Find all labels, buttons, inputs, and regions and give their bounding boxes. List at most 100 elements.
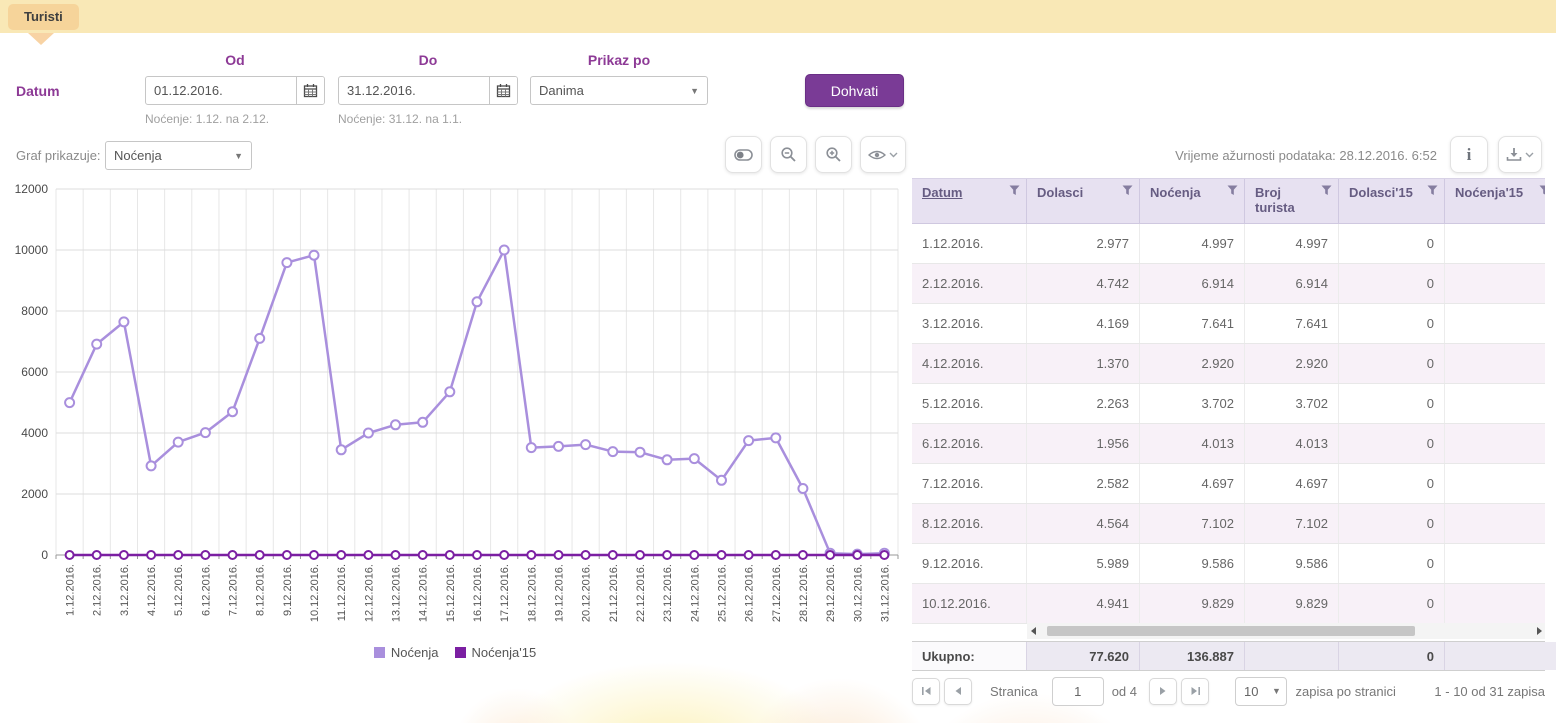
svg-text:7.12.2016.: 7.12.2016. bbox=[228, 564, 240, 616]
chevron-down-icon: ▼ bbox=[1272, 686, 1281, 696]
cell-value: 4.697 bbox=[1140, 464, 1245, 503]
svg-text:14.12.2016.: 14.12.2016. bbox=[418, 564, 430, 622]
page-title: Turisti bbox=[24, 9, 63, 24]
column-header-dolasci-15[interactable]: Dolasci'15 bbox=[1339, 179, 1445, 223]
column-header-datum[interactable]: Datum bbox=[912, 179, 1027, 223]
filter-icon[interactable] bbox=[1227, 185, 1238, 196]
scroll-left-arrow[interactable] bbox=[1027, 623, 1039, 639]
do-date-input[interactable] bbox=[339, 77, 489, 104]
legend-item[interactable]: Noćenja bbox=[373, 645, 439, 660]
graf-prikazuje-select[interactable]: Noćenja ▼ bbox=[105, 141, 252, 170]
cell-value bbox=[1445, 504, 1545, 543]
table-row: 1.12.2016. 2.977 4.997 4.997 0 bbox=[912, 224, 1545, 264]
info-button[interactable]: i bbox=[1450, 136, 1488, 173]
do-date-field bbox=[338, 76, 518, 105]
svg-text:31.12.2016.: 31.12.2016. bbox=[879, 564, 891, 622]
visibility-menu-button[interactable] bbox=[860, 136, 906, 173]
next-page-button[interactable] bbox=[1149, 677, 1178, 705]
table-row: 4.12.2016. 1.370 2.920 2.920 0 bbox=[912, 344, 1545, 384]
previous-page-button[interactable] bbox=[944, 677, 972, 705]
cell-value: 3.702 bbox=[1140, 384, 1245, 423]
zoom-in-button[interactable] bbox=[815, 136, 852, 173]
totals-value: 0 bbox=[1339, 642, 1445, 670]
svg-text:22.12.2016.: 22.12.2016. bbox=[635, 564, 647, 622]
cell-value bbox=[1445, 344, 1545, 383]
filter-icon[interactable] bbox=[1122, 185, 1133, 196]
dohvati-button[interactable]: Dohvati bbox=[805, 74, 904, 107]
cell-date: 7.12.2016. bbox=[912, 464, 1027, 503]
grid-body: 1.12.2016. 2.977 4.997 4.997 0 2.12.2016. 4.74… bbox=[912, 224, 1545, 624]
table-row: 2.12.2016. 4.742 6.914 6.914 0 bbox=[912, 264, 1545, 304]
cell-value: 0 bbox=[1339, 544, 1445, 583]
svg-text:28.12.2016.: 28.12.2016. bbox=[798, 564, 810, 622]
column-header-broj-turista[interactable]: Broj turista bbox=[1245, 179, 1339, 223]
cell-value: 4.169 bbox=[1027, 304, 1140, 343]
first-page-icon bbox=[921, 687, 930, 695]
graf-prikazuje-value: Noćenja bbox=[114, 148, 162, 163]
datum-label: Datum bbox=[16, 83, 60, 99]
line-chart[interactable]: 0 2000 4000 6000 8000 10000 12000 1.12.2016. 2.1… bbox=[10, 183, 905, 643]
svg-text:6000: 6000 bbox=[21, 365, 48, 379]
prikaz-po-select[interactable]: Danima ▼ bbox=[530, 76, 708, 105]
last-page-button[interactable] bbox=[1181, 677, 1210, 705]
cell-value: 4.013 bbox=[1140, 424, 1245, 463]
svg-text:1.12.2016.: 1.12.2016. bbox=[65, 564, 77, 616]
cell-value: 7.102 bbox=[1140, 504, 1245, 543]
cell-value: 6.914 bbox=[1140, 264, 1245, 303]
cell-date: 4.12.2016. bbox=[912, 344, 1027, 383]
info-icon: i bbox=[1466, 144, 1472, 164]
scrollbar-thumb[interactable] bbox=[1047, 626, 1415, 636]
chevron-down-icon bbox=[889, 152, 898, 157]
od-calendar-button[interactable] bbox=[296, 77, 324, 104]
svg-text:24.12.2016.: 24.12.2016. bbox=[689, 564, 701, 622]
graf-prikazuje-label: Graf prikazuje: bbox=[16, 148, 101, 163]
page-size-select[interactable]: 10 ▼ bbox=[1235, 676, 1288, 706]
cell-value: 4.742 bbox=[1027, 264, 1140, 303]
page-number-input[interactable] bbox=[1051, 676, 1104, 706]
horizontal-scrollbar[interactable] bbox=[1027, 623, 1545, 639]
first-page-button[interactable] bbox=[912, 677, 940, 705]
svg-text:26.12.2016.: 26.12.2016. bbox=[744, 564, 756, 622]
cell-value: 1.370 bbox=[1027, 344, 1140, 383]
column-header-no-enja[interactable]: Noćenja bbox=[1140, 179, 1245, 223]
legend-item[interactable]: Noćenja'15 bbox=[454, 645, 536, 660]
column-header-label: Dolasci'15 bbox=[1349, 185, 1413, 200]
svg-text:12000: 12000 bbox=[15, 183, 49, 196]
cell-value: 0 bbox=[1339, 224, 1445, 263]
filter-icon[interactable] bbox=[1009, 185, 1020, 196]
cell-value: 4.997 bbox=[1140, 224, 1245, 263]
turisti-tab[interactable]: Turisti bbox=[8, 4, 79, 30]
per-page-label: zapisa po stranici bbox=[1295, 683, 1396, 699]
filter-icon[interactable] bbox=[1427, 185, 1438, 196]
od-date-input[interactable] bbox=[146, 77, 296, 104]
column-header-no-enja-15[interactable]: Noćenja'15 bbox=[1445, 179, 1545, 223]
svg-text:12.12.2016.: 12.12.2016. bbox=[363, 564, 375, 622]
cell-value: 7.641 bbox=[1140, 304, 1245, 343]
cell-value: 1.956 bbox=[1027, 424, 1140, 463]
next-page-icon bbox=[1160, 687, 1166, 695]
cell-value: 2.263 bbox=[1027, 384, 1140, 423]
tab-pointer bbox=[28, 33, 54, 45]
filter-icon[interactable] bbox=[1539, 185, 1545, 196]
export-button[interactable] bbox=[1498, 136, 1542, 173]
svg-text:11.12.2016.: 11.12.2016. bbox=[336, 564, 348, 621]
cell-value: 0 bbox=[1339, 264, 1445, 303]
cell-value: 0 bbox=[1339, 344, 1445, 383]
cell-value: 0 bbox=[1339, 304, 1445, 343]
scroll-right-arrow[interactable] bbox=[1533, 623, 1545, 639]
svg-text:25.12.2016.: 25.12.2016. bbox=[716, 564, 728, 622]
toggle-mode-button[interactable] bbox=[725, 136, 762, 173]
zoom-out-button[interactable] bbox=[770, 136, 807, 173]
svg-text:23.12.2016.: 23.12.2016. bbox=[662, 564, 674, 622]
table-row: 8.12.2016. 4.564 7.102 7.102 0 bbox=[912, 504, 1545, 544]
filter-icon[interactable] bbox=[1321, 185, 1332, 196]
totals-value: 77.620 bbox=[1027, 642, 1140, 670]
cell-value: 2.920 bbox=[1245, 344, 1339, 383]
totals-value bbox=[1445, 642, 1556, 670]
do-calendar-button[interactable] bbox=[489, 77, 517, 104]
page-size-value: 10 bbox=[1244, 683, 1259, 699]
column-header-dolasci[interactable]: Dolasci bbox=[1027, 179, 1140, 223]
cell-value: 6.914 bbox=[1245, 264, 1339, 303]
totals-value bbox=[1245, 642, 1339, 670]
table-row: 9.12.2016. 5.989 9.586 9.586 0 bbox=[912, 544, 1545, 584]
